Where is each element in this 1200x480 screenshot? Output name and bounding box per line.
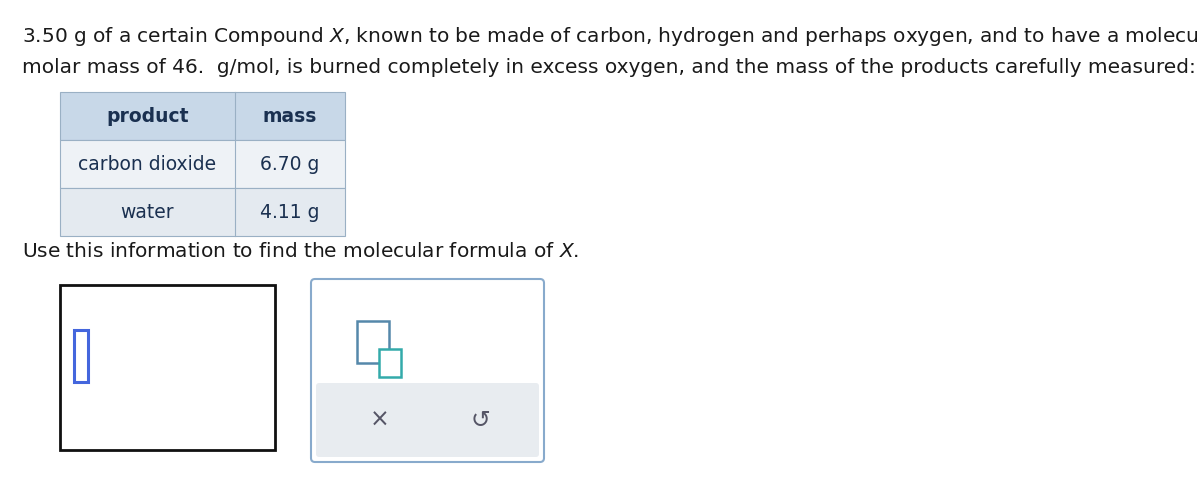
FancyBboxPatch shape [316, 383, 539, 457]
FancyBboxPatch shape [311, 279, 544, 462]
Bar [379, 349, 401, 377]
Text: ×: × [370, 408, 390, 432]
Text: 6.70 g: 6.70 g [260, 155, 319, 173]
Text: Use this information to find the molecular formula of $\mathit{X}$.: Use this information to find the molecul… [22, 242, 580, 261]
Text: product: product [107, 107, 188, 125]
Text: ↺: ↺ [470, 408, 490, 432]
Text: water: water [121, 203, 174, 221]
Bar [60, 285, 275, 450]
Text: carbon dioxide: carbon dioxide [78, 155, 216, 173]
Text: 3.50 g of a certain Compound $\mathit{X}$, known to be made of carbon, hydrogen : 3.50 g of a certain Compound $\mathit{X}… [22, 25, 1200, 48]
Bar [74, 330, 88, 382]
Bar [60, 92, 346, 140]
Bar [60, 140, 346, 188]
Text: mass: mass [263, 107, 317, 125]
Bar [60, 188, 346, 236]
Text: 4.11 g: 4.11 g [260, 203, 319, 221]
Bar [358, 321, 389, 363]
Text: molar mass of 46.  g/mol, is burned completely in excess oxygen, and the mass of: molar mass of 46. g/mol, is burned compl… [22, 58, 1196, 77]
